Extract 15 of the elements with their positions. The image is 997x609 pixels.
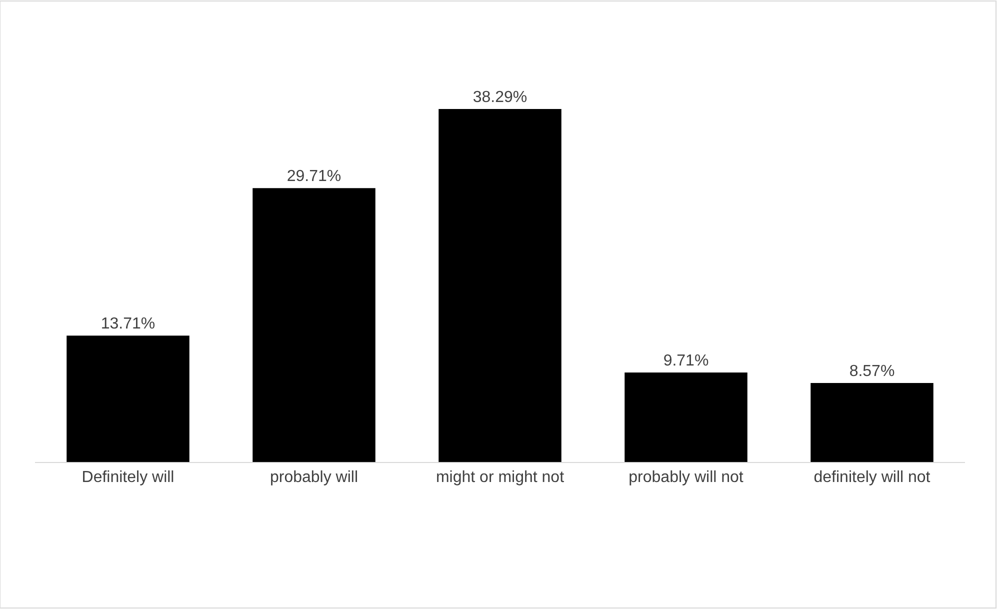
bar: [252, 188, 376, 462]
data-label: 8.57%: [849, 363, 895, 380]
x-tick-label: definitely will not: [814, 469, 931, 486]
x-tick-label: might or might not: [436, 469, 565, 486]
data-label: 13.71%: [100, 316, 156, 333]
bar: [438, 109, 562, 462]
data-label: 29.71%: [286, 168, 342, 186]
x-tick-label: probably will: [270, 469, 358, 486]
data-label: 9.71%: [663, 352, 709, 370]
data-label: 38.29%: [472, 89, 528, 106]
bar: [624, 372, 748, 462]
bar: [66, 336, 190, 462]
bar: [810, 383, 934, 462]
x-tick-label: Definitely will: [82, 469, 174, 486]
x-tick-label: probably will not: [628, 469, 744, 486]
